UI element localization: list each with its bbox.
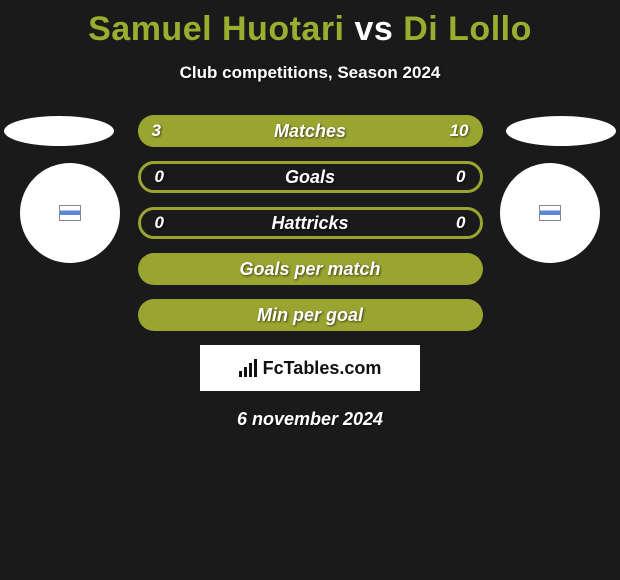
- comparison-panel: 3Matches100Goals00Hattricks0Goals per ma…: [0, 115, 620, 430]
- subtitle: Club competitions, Season 2024: [0, 63, 620, 83]
- logo-text: FcTables.com: [263, 358, 382, 379]
- page-title: Samuel Huotari vs Di Lollo: [0, 0, 620, 49]
- stat-label: Goals: [141, 167, 480, 188]
- player2-avatar-circle: [500, 163, 600, 263]
- date-text: 6 november 2024: [0, 409, 620, 430]
- title-vs: vs: [345, 10, 404, 48]
- stat-bar: 0Goals0: [138, 161, 483, 193]
- stat-bar: 0Hattricks0: [138, 207, 483, 239]
- chart-icon: [239, 359, 257, 377]
- player1-flag-icon: [59, 205, 81, 221]
- title-player2: Di Lollo: [403, 10, 532, 48]
- decor-ellipse-right: [506, 116, 616, 146]
- player1-avatar-circle: [20, 163, 120, 263]
- logo-box: FcTables.com: [200, 345, 420, 391]
- stat-row: 0Hattricks0: [138, 207, 483, 239]
- stat-right-value: 0: [456, 167, 465, 187]
- stat-left-value: 0: [155, 167, 164, 187]
- stat-right-value: 0: [456, 213, 465, 233]
- stat-label: Hattricks: [141, 213, 480, 234]
- player2-flag-icon: [539, 205, 561, 221]
- stat-right-value: 10: [450, 121, 469, 141]
- stat-left-value: 3: [152, 121, 161, 141]
- stat-label: Min per goal: [138, 305, 483, 326]
- stat-left-value: 0: [155, 213, 164, 233]
- stat-bar: 3Matches10: [138, 115, 483, 147]
- stat-bar: Goals per match: [138, 253, 483, 285]
- fctables-logo: FcTables.com: [239, 358, 382, 379]
- stat-row: Min per goal: [138, 299, 483, 331]
- stat-row: Goals per match: [138, 253, 483, 285]
- stat-label: Goals per match: [138, 259, 483, 280]
- title-player1: Samuel Huotari: [88, 10, 344, 48]
- decor-ellipse-left: [4, 116, 114, 146]
- stat-row: 3Matches10: [138, 115, 483, 147]
- stats-bars: 3Matches100Goals00Hattricks0Goals per ma…: [138, 115, 483, 331]
- stat-bar: Min per goal: [138, 299, 483, 331]
- stat-row: 0Goals0: [138, 161, 483, 193]
